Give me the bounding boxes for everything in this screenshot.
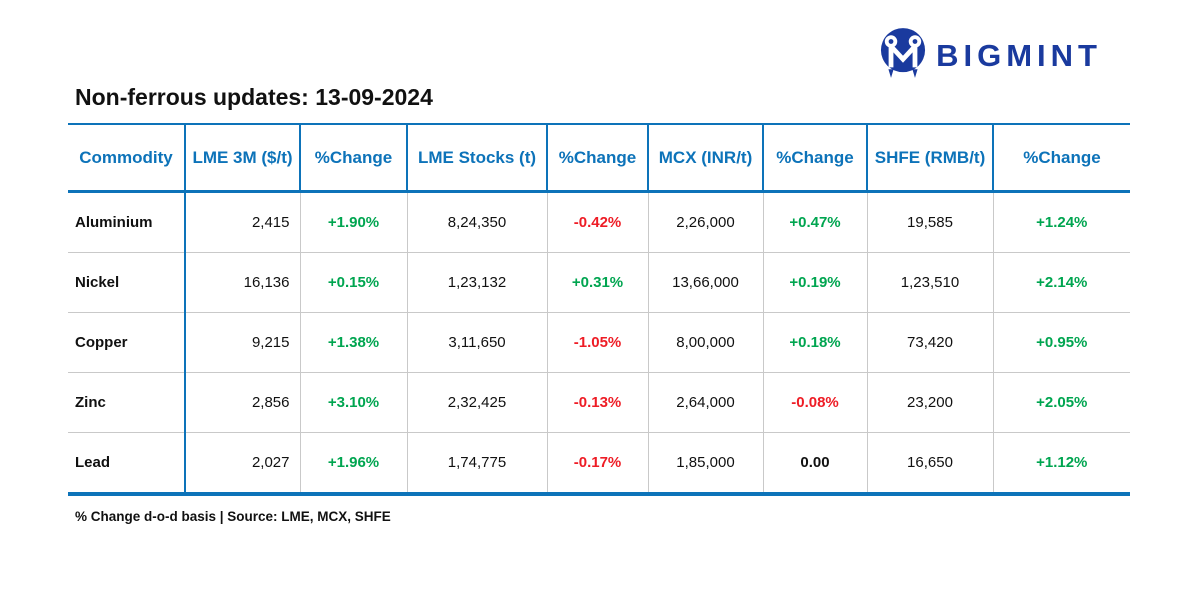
cell-lme-3m: 2,856: [184, 372, 300, 433]
cell-shfe: 1,23,510: [866, 252, 993, 313]
cell-shfe-change: +1.24%: [992, 191, 1130, 253]
col-header-lme-3m-change: %Change: [299, 124, 407, 193]
cell-shfe: 19,585: [866, 191, 993, 253]
cell-lme-stocks-change: -0.17%: [546, 432, 648, 494]
page-title: Non-ferrous updates: 13-09-2024: [75, 84, 433, 110]
cell-mcx: 2,26,000: [647, 191, 763, 253]
cell-lme-3m: 2,415: [184, 191, 300, 253]
cell-shfe: 16,650: [866, 432, 993, 494]
bigmint-logo: BIGMINT: [880, 27, 1102, 84]
cell-lme-stocks-change: -1.05%: [546, 312, 648, 373]
cell-shfe-change: +0.95%: [992, 312, 1130, 373]
cell-mcx-change: 0.00: [762, 432, 867, 494]
cell-commodity: Lead: [68, 432, 185, 494]
table-row-lead: Lead 2,027 +1.96% 1,74,775 -0.17% 1,85,0…: [68, 432, 1130, 494]
cell-mcx-change: +0.18%: [762, 312, 867, 373]
cell-lme-3m: 9,215: [184, 312, 300, 373]
bigmint-logo-text: BIGMINT: [936, 37, 1102, 73]
cell-lme-stocks: 1,23,132: [406, 252, 547, 313]
table-row-copper: Copper 9,215 +1.38% 3,11,650 -1.05% 8,00…: [68, 312, 1130, 373]
table-row-nickel: Nickel 16,136 +0.15% 1,23,132 +0.31% 13,…: [68, 252, 1130, 313]
footnote: % Change d-o-d basis | Source: LME, MCX,…: [75, 509, 391, 524]
col-header-lme-stocks: LME Stocks (t): [406, 124, 547, 193]
table-row-aluminium: Aluminium 2,415 +1.90% 8,24,350 -0.42% 2…: [68, 191, 1130, 253]
cell-lme-stocks-change: -0.13%: [546, 372, 648, 433]
cell-mcx-change: -0.08%: [762, 372, 867, 433]
table-row-zinc: Zinc 2,856 +3.10% 2,32,425 -0.13% 2,64,0…: [68, 372, 1130, 433]
cell-commodity: Zinc: [68, 372, 185, 433]
header-row: Commodity LME 3M ($/t) %Change LME Stock…: [68, 124, 1130, 193]
cell-lme-3m-change: +1.90%: [299, 191, 407, 253]
cell-lme-stocks: 8,24,350: [406, 191, 547, 253]
commodity-price-table: Commodity LME 3M ($/t) %Change LME Stock…: [68, 123, 1130, 496]
col-header-shfe: SHFE (RMB/t): [866, 124, 993, 193]
cell-lme-stocks-change: +0.31%: [546, 252, 648, 313]
cell-shfe-change: +2.14%: [992, 252, 1130, 313]
cell-lme-stocks: 3,11,650: [406, 312, 547, 373]
cell-shfe: 23,200: [866, 372, 993, 433]
cell-mcx-change: +0.47%: [762, 191, 867, 253]
cell-commodity: Copper: [68, 312, 185, 373]
col-header-commodity: Commodity: [68, 124, 185, 193]
cell-lme-3m: 16,136: [184, 252, 300, 313]
cell-lme-3m-change: +1.96%: [299, 432, 407, 494]
col-header-lme-stocks-change: %Change: [546, 124, 648, 193]
cell-mcx: 1,85,000: [647, 432, 763, 494]
cell-lme-3m-change: +1.38%: [299, 312, 407, 373]
cell-mcx-change: +0.19%: [762, 252, 867, 313]
cell-commodity: Nickel: [68, 252, 185, 313]
cell-shfe: 73,420: [866, 312, 993, 373]
cell-lme-stocks: 2,32,425: [406, 372, 547, 433]
cell-mcx: 2,64,000: [647, 372, 763, 433]
col-header-shfe-change: %Change: [992, 124, 1130, 193]
col-header-mcx-change: %Change: [762, 124, 867, 193]
cell-shfe-change: +2.05%: [992, 372, 1130, 433]
cell-mcx: 8,00,000: [647, 312, 763, 373]
col-header-mcx: MCX (INR/t): [647, 124, 763, 193]
cell-lme-3m-change: +3.10%: [299, 372, 407, 433]
cell-mcx: 13,66,000: [647, 252, 763, 313]
cell-lme-stocks-change: -0.42%: [546, 191, 648, 253]
bigmint-owl-icon: [880, 27, 926, 84]
cell-lme-3m: 2,027: [184, 432, 300, 494]
cell-commodity: Aluminium: [75, 214, 153, 231]
cell-shfe-change: +1.12%: [992, 432, 1130, 494]
col-header-lme-3m: LME 3M ($/t): [184, 124, 300, 193]
cell-lme-stocks: 1,74,775: [406, 432, 547, 494]
cell-lme-3m-change: +0.15%: [299, 252, 407, 313]
